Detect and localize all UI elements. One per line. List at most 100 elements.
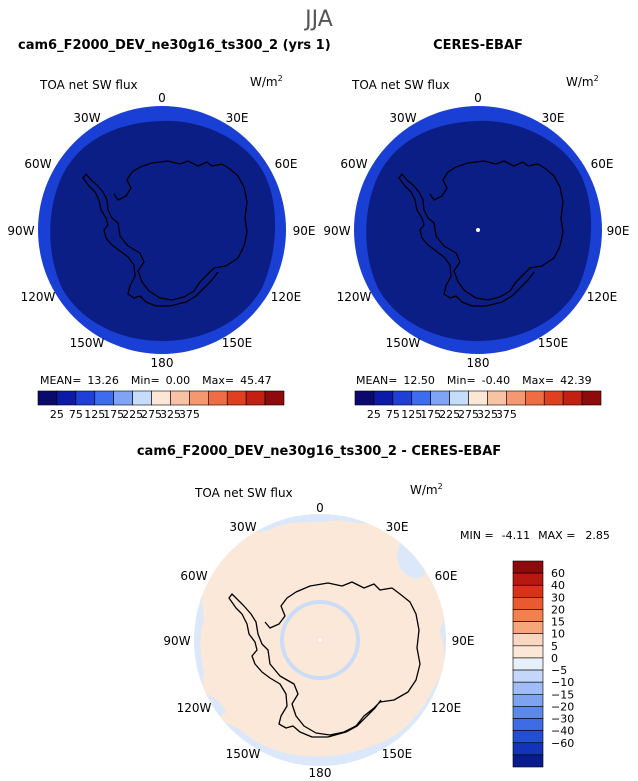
panel-obs-colorbar-cell (506, 390, 526, 406)
panel-diff-colorbar-cell (512, 609, 544, 622)
panel-obs-lon-label: 0 (474, 91, 482, 105)
panel-model-lon-label: 30E (226, 111, 249, 125)
panel-model-colorbar-cell (94, 390, 114, 406)
panel-diff-positive-region (200, 520, 446, 757)
panel-model-colorbar-cell (226, 390, 247, 406)
panel-obs-lon-label: 60E (591, 157, 614, 171)
panel-diff-colorbar-cell (512, 584, 544, 598)
panel-diff-pole-marker (318, 638, 322, 642)
panel-model-colorbar-cell (75, 390, 96, 406)
panel-obs-variable: TOA net SW flux (351, 78, 450, 92)
panel-obs-colorbar-label: 75 (386, 408, 400, 421)
panel-obs-lon-label: 30W (389, 111, 416, 125)
panel-obs-colorbar-cell (449, 390, 469, 406)
panel-obs-colorbar-cell (487, 390, 507, 406)
panel-diff-colorbar-cell (512, 730, 544, 744)
panel-obs-lon-label: 60W (340, 157, 367, 171)
panel-obs-stats: MEAN= 12.50 Min= -0.40 Max= 42.39 (356, 374, 592, 387)
panel-model-colorbar-cell (113, 390, 133, 406)
panel-diff-antarctica-coastline (228, 581, 421, 738)
panel-model-colorbar-cell (245, 390, 266, 406)
panel-diff-colorbar-label: 5 (551, 640, 558, 653)
panel-obs-pole-marker (476, 228, 480, 232)
panel-diff-colorbar-label: −5 (551, 664, 567, 677)
panel-obs-colorbar-cell (525, 390, 545, 406)
panel-obs-colorbar-cell (392, 390, 413, 406)
panel-diff-ocean-patch (397, 540, 425, 579)
panel-diff-lon-label: 60W (180, 569, 207, 583)
panel-diff-colorbar-label: 0 (551, 652, 558, 665)
panel-model-colorbar-cell (151, 390, 171, 406)
panel-diff-colorbar-cell (512, 645, 544, 659)
panel-diff-colorbar-cell (512, 621, 544, 635)
panel-model-interior (50, 120, 276, 342)
panel-obs-lon-label: 180 (467, 356, 490, 370)
panel-obs-colorbar-label: 25 (367, 408, 381, 421)
panel-diff-lon-label: 150E (382, 747, 413, 761)
panel-model-colorbar-cell (264, 390, 285, 406)
panel-obs-colorbar-label: 225 (439, 408, 460, 421)
panel-model-units: W/m2 (250, 74, 283, 89)
panel-obs-colorbar-cell (468, 390, 488, 406)
panel-model-lon-label: 120W (21, 290, 56, 304)
panel-obs-colorbar-cell (373, 390, 394, 406)
panel-diff-colorbar-label: −20 (551, 700, 574, 713)
panel-obs-colorbar-label: 325 (477, 408, 498, 421)
panel-diff-colorbar-cell (512, 693, 544, 707)
panel-diff-colorbar-cell (512, 560, 544, 574)
panel-model-colorbar-cell (208, 390, 228, 406)
panel-obs: CERES-EBAF TOA net SW flux W/m2 0 30E 60… (323, 38, 629, 421)
panel-diff-lon-label: 180 (309, 766, 332, 780)
panel-model-colorbar-cell (56, 390, 77, 406)
panel-model-variable: TOA net SW flux (39, 78, 138, 92)
panel-model: cam6_F2000_DEV_ne30g16_ts300_2 (yrs 1) T… (7, 38, 330, 421)
panel-obs-lon-label: 120W (337, 290, 372, 304)
panel-diff-title: cam6_F2000_DEV_ne30g16_ts300_2 - CERES-E… (137, 444, 501, 459)
panel-model-colorbar-cell (132, 390, 152, 406)
panel-model-colorbar-label: 225 (122, 408, 143, 421)
panel-diff-colorbar-label: −15 (551, 688, 574, 701)
panel-diff-colorbar-cell (512, 597, 544, 610)
panel-model-colorbar-label: 175 (103, 408, 124, 421)
panel-diff-colorbar-label: 30 (551, 591, 565, 604)
panel-model-colorbar-label: 75 (69, 408, 83, 421)
panel-model-lon-label: 180 (151, 356, 174, 370)
panel-diff-colorbar-label: 20 (551, 603, 565, 616)
panel-obs-lon-label: 150W (386, 336, 421, 350)
panel-obs-colorbar-cell (411, 390, 431, 406)
season-title: JJA (303, 7, 333, 32)
panel-model-colorbar-cell (189, 390, 209, 406)
panel-model-lon-label: 60E (275, 157, 298, 171)
panel-diff-colorbar-label: −30 (551, 713, 574, 726)
panel-diff-colorbar-label: 40 (551, 579, 565, 592)
panel-diff-colorbar-cell (512, 657, 544, 671)
panel-obs-colorbar-cell (562, 390, 583, 406)
panel-diff-lon-label: 120E (431, 701, 462, 715)
panel-model-lon-label: 90E (293, 224, 316, 238)
panel-model-colorbar-label: 125 (84, 408, 105, 421)
panel-diff-lon-label: 0 (316, 501, 324, 515)
panel-diff-lon-label: 30E (386, 520, 409, 534)
panel-model-colorbar-label: 275 (141, 408, 162, 421)
panel-obs-colorbar-cell (430, 390, 450, 406)
panel-diff-colorbar-label: −60 (551, 737, 574, 750)
panel-diff-units: W/m2 (410, 482, 443, 497)
panel-diff-lon-label: 150W (226, 747, 261, 761)
panel-model-colorbar-label: 25 (50, 408, 64, 421)
panel-model-stats: MEAN= 13.26 Min= 0.00 Max= 45.47 (40, 374, 272, 387)
panel-diff-lon-label: 120W (177, 701, 212, 715)
panel-obs-lon-label: 90W (323, 224, 350, 238)
panel-diff-colorbar-cell (512, 681, 544, 695)
panel-obs-antarctica-coastline (398, 160, 564, 307)
panel-diff: cam6_F2000_DEV_ne30g16_ts300_2 - CERES-E… (137, 444, 610, 780)
panel-obs-colorbar-label: 275 (458, 408, 479, 421)
panel-model-lon-label: 150E (222, 336, 253, 350)
panel-model-lon-label: 0 (158, 91, 166, 105)
panel-model-antarctica-coastline (82, 160, 248, 307)
panel-diff-lon-label: 30W (229, 520, 256, 534)
panel-diff-stats: MIN = -4.11 MAX = 2.85 (460, 529, 610, 542)
panel-diff-colorbar-cell (512, 706, 544, 719)
panel-diff-colorbar-cell (512, 669, 544, 683)
